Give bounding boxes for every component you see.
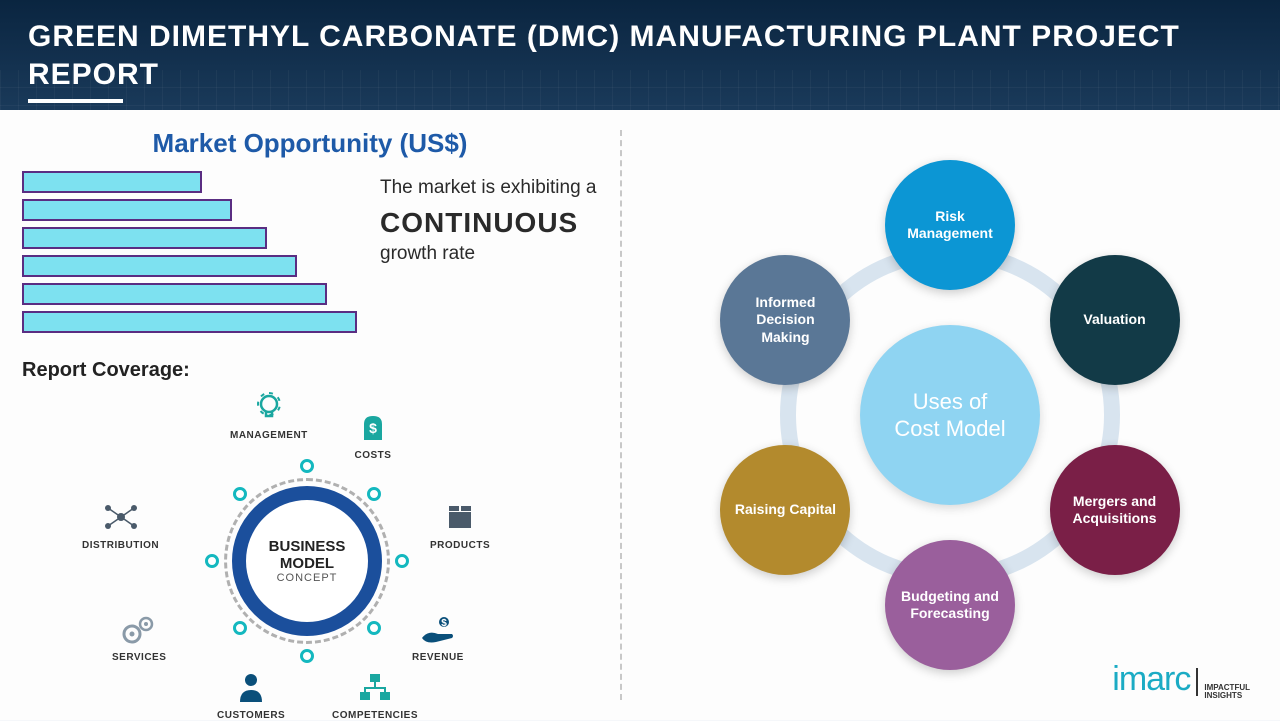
radial-center: Uses ofCost Model — [860, 325, 1040, 505]
growth-line2: CONTINUOUS — [380, 207, 598, 239]
coverage-item-customers: CUSTOMERS — [217, 666, 285, 721]
ring-node — [395, 554, 409, 568]
header-banner: GREEN DIMETHYL CARBONATE (DMC) MANUFACTU… — [0, 0, 1280, 110]
box-icon — [439, 496, 481, 538]
brand-logo: imarc IMPACTFUL INSIGHTS — [1112, 660, 1250, 700]
business-model-diagram: BUSINESS MODEL CONCEPT MANAGEMENT $ COSTS P… — [22, 386, 582, 706]
coverage-item-label: COSTS — [355, 450, 392, 461]
coverage-item-competencies: COMPETENCIES — [332, 666, 418, 721]
title-underline — [28, 99, 123, 103]
bm-line1: BUSINESS — [269, 538, 346, 555]
svg-text:$: $ — [441, 618, 447, 629]
coverage-item-label: SERVICES — [112, 652, 166, 663]
logo-tagline: IMPACTFUL INSIGHTS — [1204, 684, 1250, 700]
ring-node — [233, 621, 247, 635]
radial-petal: Valuation — [1050, 255, 1180, 385]
chart-bar — [22, 283, 327, 305]
coverage-item-label: PRODUCTS — [430, 540, 490, 551]
radial-petal: Informed Decision Making — [720, 255, 850, 385]
ring-node — [233, 487, 247, 501]
org-icon — [354, 666, 396, 708]
logo-separator — [1196, 668, 1198, 696]
radial-petal: Risk Management — [885, 160, 1015, 290]
coverage-item-label: DISTRIBUTION — [82, 540, 159, 551]
coverage-item-label: REVENUE — [412, 652, 464, 663]
chart-bar — [22, 171, 202, 193]
page-title: GREEN DIMETHYL CARBONATE (DMC) MANUFACTU… — [28, 18, 1252, 93]
coverage-item-management: MANAGEMENT — [230, 386, 308, 441]
bm-line2: MODEL — [280, 555, 334, 572]
radial-petal: Raising Capital — [720, 445, 850, 575]
coverage-item-costs: $ COSTS — [352, 406, 394, 461]
business-model-center: BUSINESS MODEL CONCEPT — [232, 486, 382, 636]
network-icon — [100, 496, 142, 538]
growth-text: The market is exhibiting a CONTINUOUS gr… — [380, 171, 598, 265]
report-coverage-label: Report Coverage: — [22, 359, 598, 382]
ring-node — [205, 554, 219, 568]
bulb-icon — [248, 386, 290, 428]
person-icon — [230, 666, 272, 708]
radial-center-label: Uses ofCost Model — [894, 388, 1005, 443]
left-panel: Market Opportunity (US$) The market is e… — [0, 110, 620, 720]
logo-brand: imarc — [1112, 660, 1190, 699]
ring-node — [300, 649, 314, 663]
horizontal-bar-chart — [22, 171, 362, 339]
hand-icon: $ — [417, 608, 459, 650]
money-icon: $ — [352, 406, 394, 448]
ring-node — [367, 487, 381, 501]
radial-petal: Mergers and Acquisitions — [1050, 445, 1180, 575]
content-area: Market Opportunity (US$) The market is e… — [0, 110, 1280, 720]
chart-bar — [22, 227, 267, 249]
growth-line3: growth rate — [380, 243, 598, 265]
gears-icon — [118, 608, 160, 650]
coverage-item-products: PRODUCTS — [430, 496, 490, 551]
chart-bar — [22, 255, 297, 277]
ring-node — [367, 621, 381, 635]
chart-bar — [22, 199, 232, 221]
svg-text:$: $ — [369, 420, 377, 436]
coverage-item-revenue: $ REVENUE — [412, 608, 464, 663]
coverage-item-label: CUSTOMERS — [217, 710, 285, 721]
coverage-item-label: COMPETENCIES — [332, 710, 418, 721]
market-chart-area: The market is exhibiting a CONTINUOUS gr… — [22, 171, 598, 339]
ring-node — [300, 459, 314, 473]
coverage-item-distribution: DISTRIBUTION — [82, 496, 159, 551]
right-panel: Uses ofCost Model Risk Management Valuati… — [620, 110, 1280, 720]
radial-petal: Budgeting and Forecasting — [885, 540, 1015, 670]
chart-bar — [22, 311, 357, 333]
bm-line3: CONCEPT — [277, 572, 338, 584]
cost-model-radial: Uses ofCost Model Risk Management Valuati… — [670, 135, 1230, 695]
coverage-item-services: SERVICES — [112, 608, 166, 663]
market-opportunity-title: Market Opportunity (US$) — [22, 128, 598, 159]
growth-line1: The market is exhibiting a — [380, 177, 598, 199]
coverage-item-label: MANAGEMENT — [230, 430, 308, 441]
